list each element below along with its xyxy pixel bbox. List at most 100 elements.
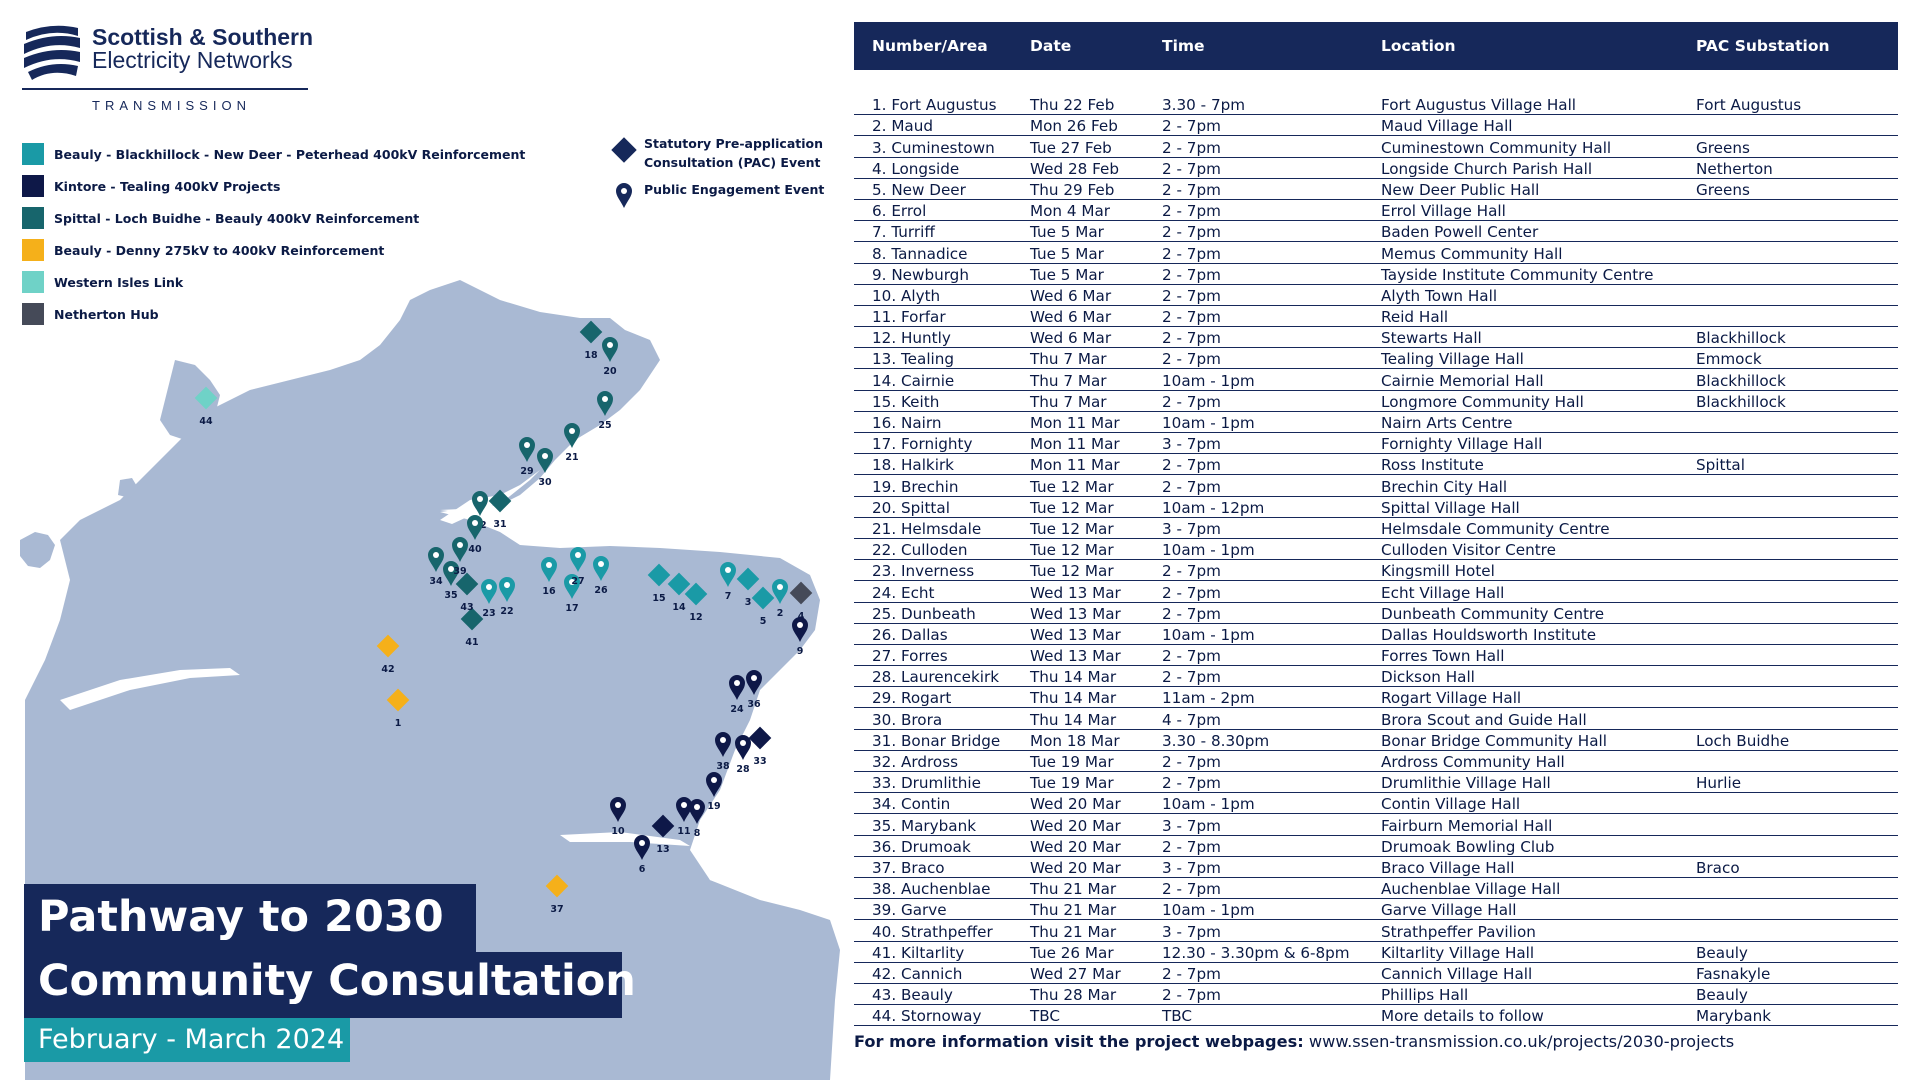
cell-pac-substation: Fort Augustus — [1696, 96, 1802, 115]
cell-time: 10am - 1pm — [1162, 625, 1255, 644]
map-marker-4: 4 — [789, 581, 813, 622]
cell-date: Tue 12 Mar — [1030, 541, 1114, 560]
land-mass — [20, 280, 840, 1080]
cell-location: Spittal Village Hall — [1381, 498, 1520, 517]
cell-time: 2 - 7pm — [1162, 837, 1221, 856]
cell-time: 2 - 7pm — [1162, 647, 1221, 666]
map-marker-label: 22 — [500, 606, 513, 617]
map-pin-dot — [569, 428, 575, 434]
map-marker-36: 36 — [746, 670, 762, 710]
cell-location: Fornighty Village Hall — [1381, 435, 1543, 454]
map-marker-28: 28 — [735, 735, 751, 775]
cell-location: Forres Town Hall — [1381, 647, 1505, 666]
map-marker-label: 42 — [381, 664, 394, 675]
cell-location: Phillips Hall — [1381, 986, 1469, 1005]
cell-number-area: 19. Brechin — [872, 477, 959, 496]
legend-label: Statutory Pre-application Consultation (… — [644, 136, 823, 170]
cell-time: 3 - 7pm — [1162, 519, 1221, 538]
map-marker-label: 40 — [468, 544, 482, 555]
map-marker-33: 33 — [748, 726, 772, 767]
cell-date: Tue 12 Mar — [1030, 477, 1114, 496]
map-pin-dot — [602, 396, 608, 402]
cell-location: Drumlithie Village Hall — [1381, 774, 1551, 793]
map-pin-icon — [608, 180, 644, 214]
column-header-number-area: Number/Area — [872, 37, 988, 55]
legend-label: Beauly - Denny 275kV to 400kV Reinforcem… — [54, 242, 385, 258]
cell-location: Strathpeffer Pavilion — [1381, 922, 1536, 941]
table-row: 10. Alyth Wed 6 Mar 2 - 7pm Alyth Town Hall — [854, 285, 1898, 306]
cell-location: More details to follow — [1381, 1007, 1544, 1026]
page-title: Pathway to 2030 — [38, 892, 444, 942]
cell-pac-substation: Braco — [1696, 858, 1740, 877]
table-row: 39. Garve Thu 21 Mar 10am - 1pm Garve Villa… — [854, 899, 1898, 921]
map-marker-label: 4 — [798, 611, 805, 622]
map-pin-icon — [564, 423, 580, 448]
map-pin-dot — [433, 552, 439, 558]
map-pin-dot — [694, 804, 700, 810]
cell-time: 3 - 7pm — [1162, 858, 1221, 877]
map-marker-label: 5 — [760, 616, 767, 627]
map-pin-dot — [777, 584, 783, 590]
cell-location: Cairnie Memorial Hall — [1381, 371, 1544, 390]
map-pin-icon — [593, 556, 609, 581]
footer-label: For more information visit the project w… — [854, 1032, 1304, 1051]
table-row: 12. Huntly Wed 6 Mar 2 - 7pm Stewarts Hall B… — [854, 327, 1898, 349]
cell-time: 3 - 7pm — [1162, 922, 1221, 941]
cell-number-area: 15. Keith — [872, 392, 940, 411]
cell-location: Alyth Town Hall — [1381, 286, 1498, 305]
cell-number-area: 18. Halkirk — [872, 456, 954, 475]
map-pin-icon — [537, 448, 553, 473]
cell-date: Tue 27 Feb — [1030, 138, 1112, 157]
map-marker-label: 26 — [594, 585, 608, 596]
cell-pac-substation: Beauly — [1696, 986, 1748, 1005]
cell-number-area: 17. Fornighty — [872, 435, 973, 454]
cell-number-area: 20. Spittal — [872, 498, 950, 517]
logo-line3: TRANSMISSION — [92, 98, 251, 113]
cell-location: Ross Institute — [1381, 456, 1484, 475]
map-marker-label: 17 — [565, 603, 578, 614]
map-pin-dot — [607, 342, 613, 348]
project-webpage-link[interactable]: www.ssen-transmission.co.uk/projects/203… — [1308, 1032, 1735, 1051]
diamond-icon — [789, 581, 813, 605]
cell-date: Wed 6 Mar — [1030, 286, 1112, 305]
map-marker-40: 40 — [467, 515, 483, 555]
cell-pac-substation: Fasnakyle — [1696, 964, 1771, 983]
map-marker-label: 30 — [538, 477, 552, 488]
map-marker-label: 13 — [656, 844, 669, 855]
map-pin-dot — [472, 520, 478, 526]
cell-date: Thu 21 Mar — [1030, 922, 1117, 941]
cell-date: Thu 14 Mar — [1030, 710, 1117, 729]
map-marker-label: 1 — [395, 718, 402, 729]
map-pin-dot — [639, 840, 645, 846]
table-row: 43. Beauly Thu 28 Mar 2 - 7pm Phillips Hall… — [854, 984, 1898, 1006]
cell-number-area: 38. Auchenblae — [872, 880, 991, 899]
cell-location: Contin Village Hall — [1381, 795, 1521, 814]
cell-date: Mon 11 Mar — [1030, 456, 1120, 475]
cell-date: Tue 12 Mar — [1030, 562, 1114, 581]
column-header-pac-substation: PAC Substation — [1696, 37, 1830, 55]
cell-number-area: 33. Drumlithie — [872, 774, 981, 793]
cell-date: Mon 4 Mar — [1030, 202, 1110, 221]
map-pin-dot — [546, 562, 552, 568]
event-type-legend: Statutory Pre-application Consultation (… — [608, 134, 844, 222]
map-pin-dot — [734, 680, 740, 686]
map-marker-label: 44 — [199, 416, 213, 427]
cell-location: Tealing Village Hall — [1381, 350, 1524, 369]
cell-time: 11am - 2pm — [1162, 689, 1255, 708]
cell-location: Longmore Community Hall — [1381, 392, 1584, 411]
map-pin-dot — [615, 802, 621, 808]
column-header-location: Location — [1381, 37, 1456, 55]
cell-number-area: 26. Dallas — [872, 625, 948, 644]
cell-number-area: 34. Contin — [872, 795, 951, 814]
table-row: 33. Drumlithie Tue 19 Mar 2 - 7pm Drumlithi… — [854, 772, 1898, 794]
map-marker-34: 34 — [428, 547, 444, 587]
cell-location: Maud Village Hall — [1381, 117, 1513, 136]
map-marker-20: 20 — [602, 337, 618, 377]
cell-date: Thu 7 Mar — [1030, 371, 1107, 390]
map-marker-label: 10 — [611, 826, 625, 837]
diamond-icon — [647, 563, 671, 587]
table-row: 19. Brechin Tue 12 Mar 2 - 7pm Brechin City… — [854, 475, 1898, 497]
table-row: 9. Newburgh Tue 5 Mar 2 - 7pm Tayside Insti… — [854, 264, 1898, 285]
table-row: 8. Tannadice Tue 5 Mar 2 - 7pm Memus Commun… — [854, 242, 1898, 264]
map-pin-dot — [477, 496, 483, 502]
